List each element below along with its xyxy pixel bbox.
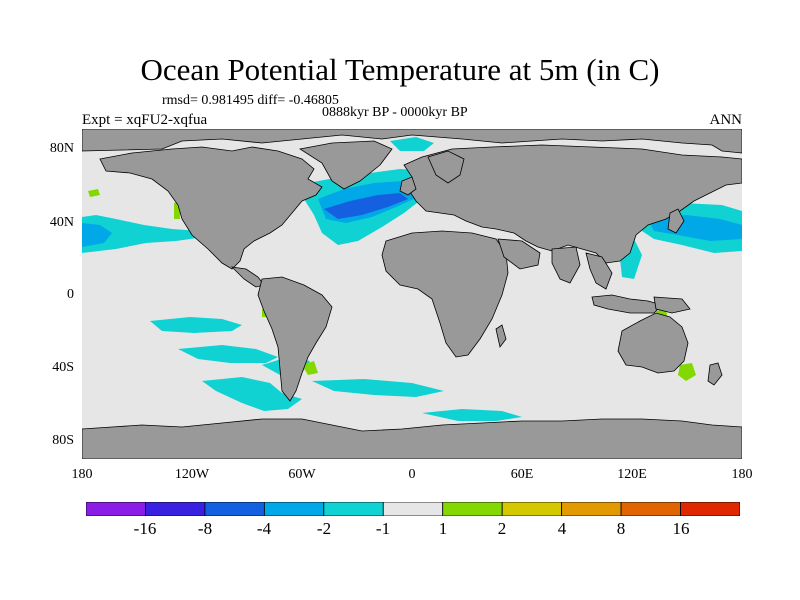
land-north-america <box>99 146 323 270</box>
land-antarctica <box>82 418 742 459</box>
land-scandinavia <box>427 150 465 184</box>
land-japan <box>667 208 685 234</box>
south-pacific-cool-band-2 <box>178 345 278 363</box>
iceland-cool-patch <box>390 137 434 151</box>
world-map <box>82 129 742 459</box>
season-label: ANN <box>709 112 743 128</box>
lat-label-40n: 40N <box>49 215 74 230</box>
alaska-warm-spot <box>88 189 100 197</box>
colorbar-swatch-1 <box>145 502 206 516</box>
colorbar-label-16: 16 <box>672 519 690 538</box>
colorbar-label-minus4: -4 <box>256 519 272 538</box>
colorbar-swatch-3 <box>263 502 325 516</box>
land-masses <box>82 129 742 459</box>
colorbar-swatch-8 <box>561 502 622 516</box>
land-south-america <box>257 276 333 402</box>
land-australia <box>617 312 689 374</box>
land-india <box>551 246 581 284</box>
colorbar-swatch-4 <box>323 502 384 516</box>
lon-label-120e: 120E <box>617 467 647 482</box>
land-new-zealand <box>707 362 723 386</box>
lat-label-80n: 80N <box>49 141 74 156</box>
colorbar-swatch-9 <box>620 502 681 516</box>
lon-label-120w: 120W <box>174 467 210 482</box>
land-southeast-asia <box>585 252 613 290</box>
land-greenland <box>298 140 393 190</box>
colorbar-swatch-10 <box>680 502 740 516</box>
map-title: Ocean Potential Temperature at 5m (in C) <box>140 52 660 87</box>
experiment-label: Expt = xqFU2-xqfua <box>82 112 208 128</box>
lat-label-0: 0 <box>67 287 74 302</box>
colorbar <box>86 502 740 516</box>
tasman-warm-spot <box>678 363 696 381</box>
land-new-guinea <box>653 296 691 314</box>
rmsd-diff-stats: rmsd= 0.981495 diff= -0.46805 <box>162 93 339 108</box>
colorbar-label-minus16: -16 <box>133 519 157 538</box>
lon-label-0: 0 <box>408 467 416 482</box>
land-arctic-north <box>82 129 742 154</box>
colorbar-label-minus2: -2 <box>316 519 332 538</box>
drake-warm-patch <box>302 361 318 375</box>
north-pacific-west-core <box>82 223 112 247</box>
colorbar-label-1: 1 <box>438 519 448 538</box>
north-atlantic-strong-core <box>324 193 408 219</box>
colorbar-swatch-2 <box>204 502 265 516</box>
lon-label-180w: 180 <box>71 467 93 482</box>
colorbar-label-minus1: -1 <box>375 519 391 538</box>
colorbar-swatch-5 <box>382 502 444 516</box>
colorbar-swatch-0 <box>86 502 146 516</box>
land-british-isles <box>399 176 417 196</box>
lon-label-60e: 60E <box>510 467 534 482</box>
time-period-label: 0888kyr BP - 0000kyr BP <box>322 105 468 120</box>
north-pacific-west-cool-patch <box>82 215 204 253</box>
colorbar-label-minus8: -8 <box>197 519 213 538</box>
land-africa <box>381 230 509 358</box>
lon-label-180e: 180 <box>731 467 753 482</box>
colorbar-label-4: 4 <box>557 519 567 538</box>
lon-label-60w: 60W <box>288 467 316 482</box>
land-eurasia <box>403 144 742 264</box>
lat-label-80s: 80S <box>52 433 74 448</box>
southern-indian-cool-band <box>422 409 522 421</box>
colorbar-swatch-7 <box>501 502 563 516</box>
land-madagascar <box>495 324 507 348</box>
colorbar-swatch-6 <box>442 502 503 516</box>
southern-ocean-cool-band-1 <box>202 377 302 411</box>
colorbar-label-8: 8 <box>616 519 626 538</box>
lat-label-40s: 40S <box>52 360 74 375</box>
colorbar-label-2: 2 <box>497 519 507 538</box>
southern-ocean-cool-band-2 <box>312 379 444 397</box>
south-pacific-cool-band-1 <box>150 317 242 333</box>
land-arabia <box>497 238 541 270</box>
